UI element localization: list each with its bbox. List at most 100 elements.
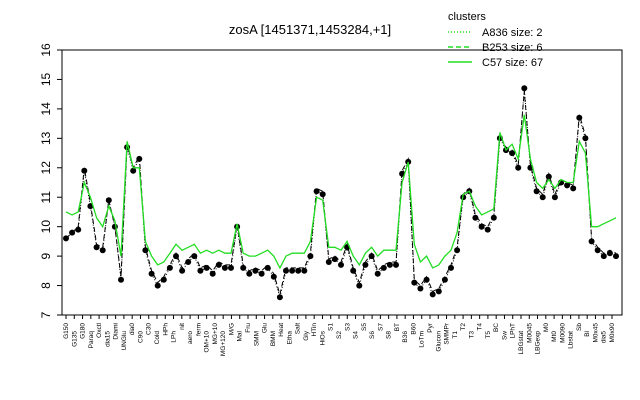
x-tick-label: B60 (410, 323, 417, 335)
x-tick-label: Glu (262, 323, 269, 334)
data-point (258, 270, 265, 277)
legend: clusters A836 size: 2 B253 size: 6 C57 siz… (448, 11, 543, 69)
data-point (521, 85, 528, 92)
data-point (93, 244, 100, 251)
series-layer (63, 85, 619, 301)
x-tick-label: Mt0 (551, 331, 558, 342)
data-point (509, 150, 516, 157)
x-tick-label: M0090 (559, 323, 566, 343)
x-tick-label: MG+120 (220, 331, 227, 356)
plot-frame (61, 49, 623, 316)
x-tick-label: dia5 (601, 331, 608, 344)
x-tick-label: S4 (353, 331, 360, 339)
data-point (386, 261, 393, 268)
legend-entries: A836 size: 2 B253 size: 6 C57 size: 67 (448, 27, 543, 69)
data-point (228, 264, 234, 271)
x-tick-label: C30 (146, 323, 153, 335)
data-point (197, 267, 204, 274)
legend-label: A836 size: 2 (482, 27, 543, 39)
x-tick-label: LoTm (419, 331, 426, 348)
data-point (160, 276, 167, 283)
x-tick-label: BMM (270, 331, 277, 346)
data-point (99, 247, 106, 254)
data-point (325, 259, 332, 265)
data-point (270, 273, 277, 280)
data-point (472, 214, 479, 221)
x-tick-label: dia15 (104, 331, 111, 347)
y-tick-label: 7 (39, 311, 53, 318)
x-tick-label: S5 (361, 323, 368, 331)
data-point (606, 250, 613, 257)
x-tick-label: UNGlu (121, 331, 128, 351)
x-tick-label: Etha (286, 331, 293, 345)
data-point (515, 164, 522, 171)
x-tick-label: HTin (311, 323, 318, 337)
x-tick-label: M0 (543, 323, 550, 332)
data-point (380, 264, 387, 271)
data-point (221, 264, 228, 271)
x-tick-label: C90 (137, 331, 144, 343)
x-tick-label: Paraq (88, 331, 95, 349)
data-point (448, 264, 454, 271)
x-tick-label: Diami (113, 323, 120, 340)
x-tick-label: Heat (278, 323, 285, 337)
x-tick-label: Lbstat (568, 331, 575, 349)
x-tick-label: Mal (237, 330, 244, 341)
data-point (289, 267, 296, 274)
y-tick-label: 16 (39, 43, 53, 57)
x-tick-label: Sw (501, 331, 508, 340)
data-point (246, 270, 253, 277)
y-tick-label: 10 (39, 220, 53, 234)
x-tick-label: HPh (162, 323, 169, 336)
x-tick-label: T2 (460, 323, 467, 331)
data-point (130, 167, 137, 174)
x-tick-label: LPh (171, 331, 178, 343)
data-point (179, 267, 186, 274)
y-tick-label: 8 (39, 282, 53, 289)
data-point (594, 247, 601, 254)
data-point (209, 270, 216, 277)
x-tick-label: M/G (228, 323, 235, 335)
y-axis: 7 8 9 10 11 12 13 14 15 16 (39, 43, 62, 318)
data-point (203, 264, 210, 271)
data-point (613, 253, 619, 260)
data-point (338, 261, 344, 268)
y-tick-label: 14 (39, 102, 53, 116)
data-point (142, 247, 149, 254)
data-point (423, 276, 430, 283)
data-point (570, 185, 577, 192)
x-tick-label: Gly (303, 330, 310, 341)
data-point (551, 194, 558, 201)
data-point (393, 261, 399, 268)
data-point (435, 288, 442, 295)
x-tick-label: M0045 (526, 323, 533, 343)
x-tick-label: S7 (377, 323, 384, 331)
x-tick-label: Bl (584, 330, 591, 336)
x-tick-label: Cold (154, 331, 161, 345)
x-tick-label: SMM (253, 331, 260, 346)
x-tick-label: T5 (485, 331, 492, 339)
data-point (417, 285, 424, 292)
chart-title: zosA [1451371,1453284,+1] (229, 22, 391, 37)
x-tick-label: Pyr (427, 322, 434, 333)
data-point (148, 270, 155, 277)
x-tick-label: dia0 (129, 323, 136, 336)
x-tick-label: Salt (295, 323, 302, 334)
series-line-b253 (65, 91, 617, 297)
x-tick-label: T4 (477, 323, 484, 331)
x-tick-label: HiOs (319, 330, 326, 345)
x-tick-label: SMMPr (444, 322, 451, 345)
x-tick-label: S6 (369, 331, 376, 339)
x-tick-label: S8 (386, 331, 393, 339)
data-point (295, 267, 302, 274)
data-point (411, 279, 418, 286)
legend-label: B253 size: 6 (482, 42, 543, 54)
data-point (105, 197, 112, 204)
x-tick-label: MG+10 (212, 323, 219, 345)
y-tick-label: 13 (39, 131, 53, 145)
x-tick-label: G180 (80, 323, 87, 339)
x-tick-label: M0x45 (592, 323, 599, 343)
data-point (539, 194, 546, 201)
